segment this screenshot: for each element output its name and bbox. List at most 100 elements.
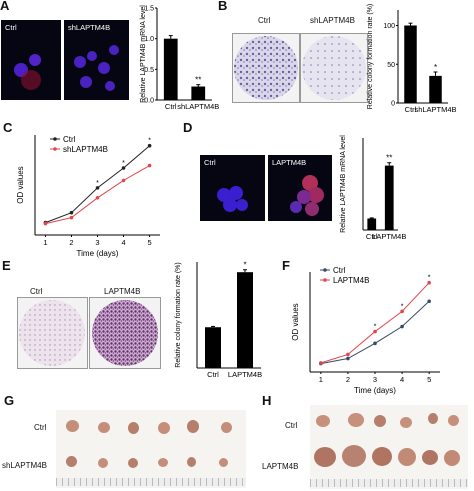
legend-marker-C — [53, 137, 57, 141]
x-tick-label-C: 1 — [43, 238, 47, 247]
y-tick-label-A: 1.5 — [144, 6, 154, 13]
data-point-C-1 — [121, 178, 126, 183]
data-point-C-0 — [147, 143, 152, 148]
data-point-C-1 — [43, 221, 48, 226]
x-tick-label-E: LAPTM4B — [228, 370, 262, 379]
dish-label-ctrl: Ctrl — [258, 16, 271, 25]
legend-label-C: shLAPTM4B — [63, 145, 108, 154]
tumor-photo-g — [56, 410, 246, 488]
x-tick-label-F: 3 — [373, 375, 377, 384]
x-axis-label-F: Time (days) — [354, 386, 396, 395]
micrograph-label: Ctrl — [5, 23, 17, 32]
x-axis-label-C: Time (days) — [77, 249, 119, 258]
x-tick-label-C: 4 — [121, 238, 125, 247]
dish-label-ctrl-e: Ctrl — [30, 287, 43, 296]
x-tick-label-C: 2 — [69, 238, 73, 247]
data-point-C-0 — [95, 186, 100, 190]
bar-D-1 — [384, 165, 394, 230]
data-point-F-1 — [400, 309, 404, 314]
y-tick-label-A: 0.0 — [144, 98, 154, 105]
micrograph-label: shLAPTM4B — [68, 23, 111, 32]
y-tick-label-B: 100 — [383, 23, 395, 30]
panel-a-letter: A — [0, 0, 10, 13]
sig-mark-F: * — [428, 275, 431, 282]
micrograph-label: Ctrl — [204, 158, 216, 167]
data-point-F-1 — [373, 329, 377, 334]
panel-c-letter: C — [3, 120, 13, 135]
legend-marker-F — [323, 268, 327, 272]
y-axis-label-A: Relative LAPTM4B mRNA level — [140, 5, 147, 103]
x-tick-label-F: 2 — [346, 375, 350, 384]
data-point-F-0 — [427, 299, 431, 304]
legend-marker-F — [323, 278, 327, 282]
x-tick-label-D: LAPTM4B — [372, 232, 406, 241]
sig-mark-D: ** — [386, 154, 392, 163]
x-tick-label-A: Ctrl — [165, 102, 177, 111]
dish-label-laptm4b-e: LAPTM4B — [104, 287, 141, 296]
colony-dish-ctrl-e — [17, 297, 88, 369]
x-tick-label-E: Ctrl — [207, 370, 219, 379]
legend-marker-C — [53, 147, 57, 151]
x-tick-label-C: 3 — [95, 238, 99, 247]
data-point-F-1 — [319, 361, 323, 365]
sig-mark-C: * — [122, 160, 125, 167]
sig-mark-A: ** — [195, 76, 201, 85]
row-label-laptm4b-h: LAPTM4B — [262, 462, 299, 471]
data-point-C-1 — [95, 195, 100, 200]
micrograph-label: LAPTM4B — [272, 158, 307, 167]
legend-label-F: LAPTM4B — [333, 276, 369, 285]
bar-B-0 — [404, 25, 417, 103]
data-point-F-0 — [346, 356, 350, 361]
data-point-F-1 — [346, 352, 350, 357]
sig-mark-C: * — [96, 180, 99, 187]
tumor-photo-h — [310, 405, 468, 489]
micrograph-laptm4b-d: LAPTM4B — [268, 155, 332, 221]
sig-mark-E: * — [243, 261, 246, 270]
colony-dish-shlaptm4b — [300, 33, 368, 103]
sig-mark-F: * — [401, 303, 404, 310]
x-tick-label-B: shLAPTM4B — [414, 105, 456, 114]
row-label-shlaptm4b-g: shLAPTM4B — [2, 461, 47, 470]
data-point-C-0 — [121, 166, 126, 170]
y-tick-label-A: 1.0 — [144, 36, 154, 43]
x-tick-label-F: 5 — [427, 375, 431, 384]
dish-label-shlaptm4b: shLAPTM4B — [310, 16, 355, 25]
y-axis-label-C: OD values — [16, 166, 25, 203]
colony-dish-laptm4b-e — [89, 297, 161, 369]
bar-A-1 — [191, 86, 206, 100]
x-tick-label-F: 4 — [400, 375, 404, 384]
data-point-F-1 — [427, 280, 431, 285]
bar-D-0 — [367, 218, 377, 230]
panel-h-letter: H — [262, 393, 272, 408]
data-point-F-0 — [373, 341, 377, 346]
micrograph-ctrl: Ctrl — [1, 20, 61, 100]
bar-E-0 — [205, 327, 221, 368]
legend-label-F: Ctrl — [333, 266, 346, 275]
x-tick-label-D: Ctrl — [366, 232, 378, 241]
row-label-ctrl-g: Ctrl — [34, 423, 47, 432]
panel-e-letter: E — [2, 258, 11, 273]
sig-mark-F: * — [374, 324, 377, 331]
sig-mark-C: * — [148, 138, 151, 145]
data-point-F-0 — [400, 324, 404, 329]
bar-B-1 — [429, 75, 442, 103]
y-axis-label-F: OD values — [291, 303, 300, 340]
panel-d-letter: D — [183, 120, 193, 135]
x-tick-label-C: 5 — [147, 238, 151, 247]
micrograph-shlaptm4b: shLAPTM4B — [64, 20, 129, 100]
x-tick-label-A: shLAPTM4B — [177, 102, 219, 111]
bar-A-0 — [163, 38, 178, 100]
colony-dish-ctrl — [232, 33, 300, 103]
x-tick-label-F: 1 — [319, 375, 323, 384]
panel-b-letter: B — [218, 0, 228, 13]
panel-f-letter: F — [282, 258, 290, 273]
y-axis-label-B: Relative colony formation rate (%) — [367, 4, 374, 109]
y-tick-label-B: 0 — [391, 101, 395, 108]
sig-mark-B: * — [434, 63, 437, 72]
data-point-C-0 — [69, 210, 74, 215]
y-axis-label-E: Relative colony formation rate (%) — [175, 262, 182, 367]
row-label-ctrl-h: Ctrl — [285, 421, 298, 430]
data-point-C-1 — [69, 215, 74, 220]
data-point-C-1 — [147, 163, 152, 168]
